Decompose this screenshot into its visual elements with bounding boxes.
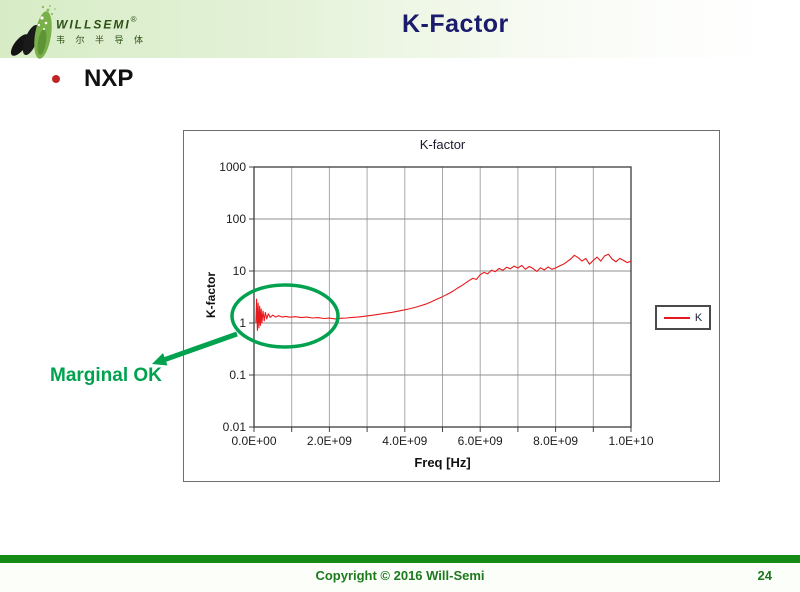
svg-text:100: 100	[226, 212, 246, 226]
logo-brand: WILLSEMI	[56, 17, 131, 32]
svg-text:0.01: 0.01	[223, 420, 247, 434]
svg-text:1.0E+10: 1.0E+10	[608, 434, 653, 448]
legend-label: K	[694, 311, 703, 324]
footer-page-number: 24	[757, 568, 772, 583]
header-banner: WILLSEMI® 韦 尔 半 导 体 K-Factor	[0, 0, 800, 59]
logo-text: WILLSEMI® 韦 尔 半 导 体	[56, 16, 147, 45]
legend-line-swatch	[663, 316, 690, 319]
registered-mark: ®	[130, 15, 137, 24]
svg-text:0.1: 0.1	[229, 368, 246, 382]
logo-leaves-icon	[10, 5, 56, 59]
page-title: K-Factor	[402, 10, 509, 38]
y-axis-title: K-factor	[204, 272, 218, 319]
svg-text:10: 10	[233, 264, 247, 278]
kfactor-plot-svg: 1000 100 10 1 0.1 0.010.0E+00 2.0E+09 4.0E+09 6.…	[219, 160, 654, 448]
bullet-dot-icon	[52, 75, 60, 83]
bullet-label: NXP	[84, 65, 134, 92]
svg-text:0.0E+00: 0.0E+00	[231, 434, 276, 448]
svg-text:1000: 1000	[219, 160, 246, 174]
svg-text:2.0E+09: 2.0E+09	[307, 434, 352, 448]
annotation-arrowhead-icon	[152, 353, 168, 366]
willsemi-logo	[10, 5, 56, 59]
svg-text:6.0E+09: 6.0E+09	[458, 434, 503, 448]
footer	[0, 563, 800, 592]
svg-text:4.0E+09: 4.0E+09	[382, 434, 427, 448]
footer-divider-bar	[0, 555, 800, 563]
marginal-ok-label: Marginal OK	[50, 365, 162, 386]
svg-text:1: 1	[239, 316, 246, 330]
svg-text:8.0E+09: 8.0E+09	[533, 434, 578, 448]
legend: K	[655, 305, 711, 330]
bullet-item: NXP	[52, 64, 133, 94]
footer-copyright: Copyright © 2016 Will-Semi	[315, 568, 485, 583]
chart-title: K-factor	[419, 137, 466, 152]
kfactor-chart: 1000 100 10 1 0.1 0.01 0.0E+00 2.0E+09 4.0E+09 6.…	[183, 130, 720, 482]
logo-subtitle: 韦 尔 半 导 体	[56, 35, 148, 46]
x-axis-title: Freq [Hz]	[414, 455, 471, 470]
